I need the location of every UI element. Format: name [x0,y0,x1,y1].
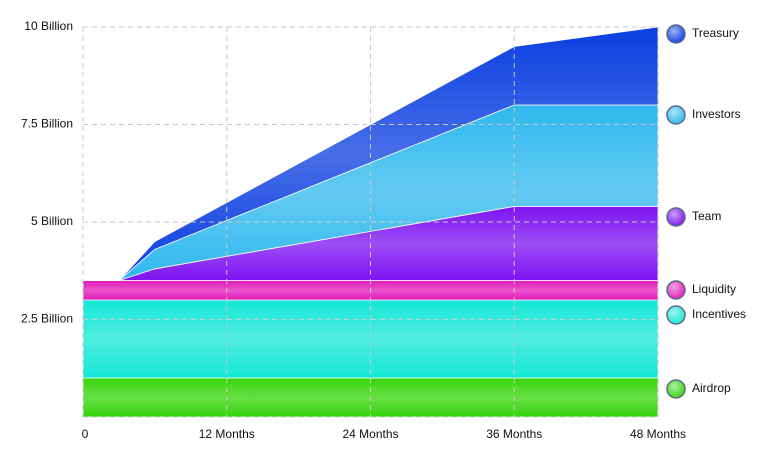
legend-label: Investors [692,107,741,121]
legend-icon [666,207,686,227]
x-tick-label: 24 Months [342,427,398,441]
legend-icon [666,24,686,44]
legend-label: Airdrop [692,381,731,395]
legend-icon [666,305,686,325]
y-tick-label: 2.5 Billion [21,312,73,326]
x-tick-label: 0 [82,427,89,441]
x-tick-label: 36 Months [486,427,542,441]
legend-icon [666,280,686,300]
y-tick-label: 10 Billion [24,19,73,33]
legend-label: Liquidity [692,282,736,296]
legend-label: Team [692,209,721,223]
area-incentives [82,299,659,379]
y-tick-label: 7.5 Billion [21,117,73,131]
x-tick-label: 12 Months [199,427,255,441]
legend-label: Incentives [692,307,746,321]
legend-label: Treasury [692,26,739,40]
x-tick-label: 48 Months [630,427,686,441]
legend-icon [666,105,686,125]
y-tick-label: 5 Billion [31,214,73,228]
legend-icon [666,379,686,399]
